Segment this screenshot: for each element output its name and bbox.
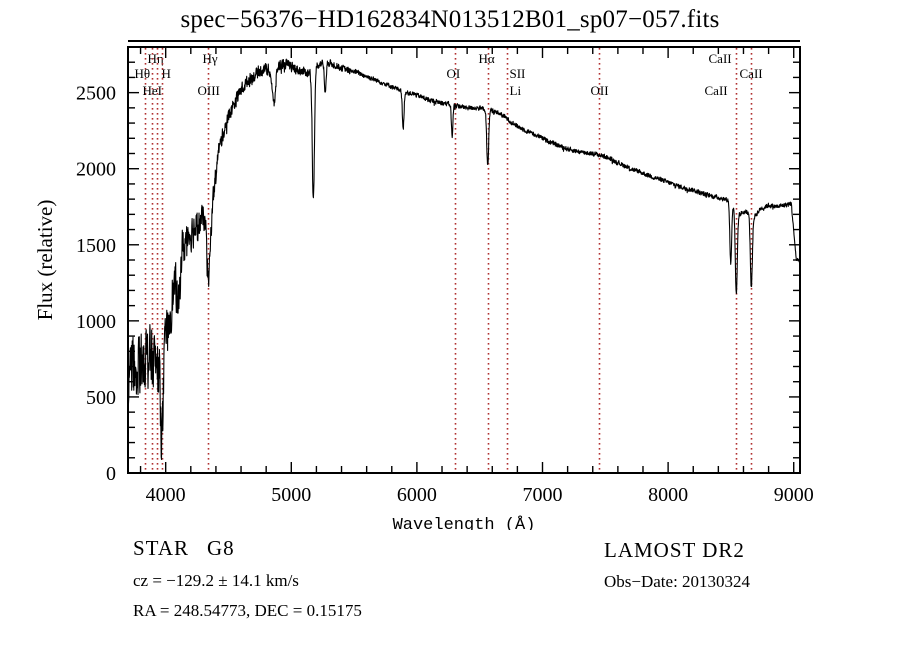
line-label-Li: Li — [510, 83, 522, 98]
footer-coordinates: RA = 248.54773, DEC = 0.15175 — [133, 601, 362, 620]
x-axis-label: Wavelength (Å) — [393, 516, 536, 530]
line-label-OIII: OIII — [198, 83, 220, 98]
line-label-OII: OII — [591, 83, 609, 98]
line-label-H: H — [162, 66, 171, 81]
line-label-Hγ: Hγ — [203, 51, 218, 66]
y-tick-label: 500 — [86, 387, 116, 409]
spectrum-plot: 4000 5000 6000 7000 8000 9000 0 500 1000 1500 2000… — [33, 46, 814, 530]
line-label-Hθ: Hθ — [135, 66, 151, 81]
line-label-OI: OI — [447, 66, 461, 81]
y-tick-label: 0 — [106, 463, 116, 485]
title-underline — [128, 40, 800, 42]
figure-title: spec−56376−HD162834N013512B01_sp07−057.f… — [180, 6, 720, 33]
y-axis-label: Flux (relative) — [33, 200, 57, 321]
y-tick-label: 1500 — [76, 235, 116, 257]
x-tick-label: 7000 — [523, 484, 563, 506]
x-tick-label: 8000 — [648, 484, 688, 506]
spectral-type: G8 — [207, 536, 235, 560]
line-label-HeI: HeI — [143, 83, 163, 98]
x-tick-label: 4000 — [146, 484, 186, 506]
footer-radial-velocity: cz = −129.2 ± 14.1 km/s — [133, 571, 299, 590]
x-tick-label: 5000 — [271, 484, 311, 506]
y-tick-label: 2000 — [76, 159, 116, 181]
spectrum-trace — [127, 58, 801, 460]
line-label-CaII: CaII — [709, 51, 732, 66]
y-tick-label: 1000 — [76, 311, 116, 333]
footer-object-type: STAR G8 — [133, 536, 235, 561]
line-label-CaII: CaII — [705, 83, 728, 98]
footer-survey: LAMOST DR2 — [604, 538, 745, 562]
x-tick-label: 6000 — [397, 484, 437, 506]
line-label-SII: SII — [510, 66, 526, 81]
x-tick-label: 9000 — [774, 484, 814, 506]
object-class: STAR — [133, 536, 189, 560]
line-label-Hα: Hα — [479, 51, 495, 66]
footer-obs-date: Obs−Date: 20130324 — [604, 572, 751, 591]
line-label-CaII: CaII — [740, 66, 763, 81]
y-tick-label: 2500 — [76, 83, 116, 105]
line-label-Hη: Hη — [148, 51, 164, 66]
